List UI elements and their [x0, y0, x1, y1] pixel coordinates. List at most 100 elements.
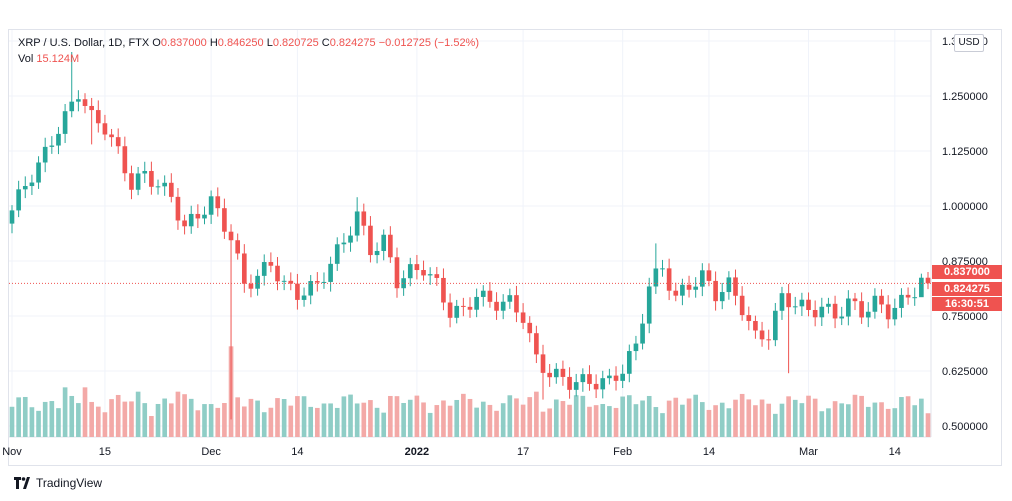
volume-bar: [461, 393, 466, 437]
volume-bar: [885, 408, 891, 437]
candle-body: [500, 301, 506, 311]
candle-body: [547, 372, 552, 378]
volume-bar: [520, 404, 526, 437]
volume-bar: [89, 401, 94, 437]
volume-bar: [507, 395, 513, 437]
candle-body: [726, 277, 732, 293]
volume-bar: [188, 398, 194, 437]
volume-bar: [719, 402, 725, 437]
volume-bar: [753, 405, 758, 437]
volume-bar: [162, 398, 167, 437]
legend: XRP / U.S. Dollar, 1D, FTX O0.837000 H0.…: [18, 35, 479, 67]
x-tick-label: Feb: [613, 446, 632, 458]
last-close-tag: 0.824275: [932, 282, 1002, 296]
volume-bar: [208, 404, 214, 437]
volume-bar: [899, 397, 904, 437]
volume-bar: [168, 403, 174, 437]
currency-button[interactable]: USD: [954, 34, 984, 52]
candle-body: [295, 283, 300, 300]
candle-body: [361, 211, 367, 226]
y-tick-label: 0.750000: [942, 311, 988, 323]
candle-body: [899, 294, 904, 308]
candle-body: [766, 339, 772, 341]
volume-bar: [182, 394, 187, 437]
candle-body: [135, 173, 141, 190]
volume-bar: [388, 395, 393, 437]
high-value: 0.846250: [217, 37, 264, 49]
candle-body: [354, 211, 360, 236]
volume-bar: [846, 404, 851, 437]
volume-bar: [865, 406, 871, 437]
candle-body: [673, 290, 679, 296]
candle-body: [9, 210, 15, 224]
volume-bar: [852, 394, 858, 437]
candle-body: [892, 307, 898, 320]
brand-name[interactable]: TradingView: [36, 476, 103, 490]
candle-body: [56, 133, 61, 146]
candle-body: [261, 262, 267, 276]
candle-body: [753, 320, 758, 331]
volume-bar: [534, 391, 539, 437]
close-label: C: [321, 37, 330, 49]
candle-body: [155, 186, 161, 188]
candle-body: [786, 293, 791, 308]
volume-bar: [321, 403, 327, 437]
candle-body: [115, 137, 121, 147]
candle-body: [919, 277, 924, 298]
candle-body: [607, 375, 612, 379]
volume-bar: [706, 409, 712, 437]
volume-bar: [786, 396, 791, 437]
volume-bar: [567, 404, 572, 437]
volume-bar: [368, 400, 373, 437]
volume-bar: [76, 403, 81, 437]
candle-body: [401, 278, 406, 289]
x-tick-label: 14: [889, 446, 901, 458]
volume-bar: [640, 400, 645, 437]
volume-bar: [288, 405, 294, 437]
candle-body: [407, 264, 413, 279]
countdown-tag: 16:30:51: [932, 297, 1002, 311]
volume-bar: [235, 397, 241, 437]
volume-bar: [129, 401, 134, 437]
volume-bar: [407, 399, 413, 437]
volume-bar: [613, 407, 619, 437]
candle-body: [826, 303, 831, 307]
candle-body: [846, 298, 851, 317]
change-value: −0.012725 (−1.52%): [378, 37, 480, 49]
candle-body: [480, 290, 486, 297]
volume-bar: [215, 407, 221, 437]
candle-body: [832, 303, 838, 319]
x-tick-label: 15: [99, 446, 111, 458]
volume-bar: [434, 405, 440, 437]
candle-body: [626, 351, 632, 374]
volume-bar: [69, 395, 75, 437]
candle-body: [142, 171, 148, 174]
candle-body: [255, 275, 260, 289]
candle-body: [719, 292, 725, 302]
volume-bar: [540, 411, 546, 437]
candle-body: [461, 305, 466, 307]
candle-body: [109, 134, 114, 138]
volume-bar: [653, 407, 659, 437]
vol-label[interactable]: Vol: [18, 53, 34, 65]
candle-body: [507, 295, 513, 302]
candle-body: [819, 306, 825, 318]
last-open-tag: 0.837000: [932, 265, 1002, 279]
candle-body: [441, 277, 446, 303]
symbol-title[interactable]: XRP / U.S. Dollar, 1D, FTX: [18, 37, 150, 49]
candle-body: [713, 280, 718, 302]
vol-value: 15.124M: [36, 53, 80, 65]
candle-body: [374, 250, 380, 256]
volume-bar: [82, 387, 88, 437]
volume-bar: [560, 401, 566, 437]
volume-bar: [726, 408, 732, 437]
candle-body: [82, 99, 88, 106]
candle-body: [666, 268, 672, 291]
volume-bar: [374, 407, 380, 437]
candle-body: [62, 111, 68, 134]
candle-body: [620, 373, 625, 381]
candle-body: [514, 295, 519, 313]
volume-bar: [328, 403, 333, 437]
volume-row: Vol 15.124M: [18, 51, 479, 67]
